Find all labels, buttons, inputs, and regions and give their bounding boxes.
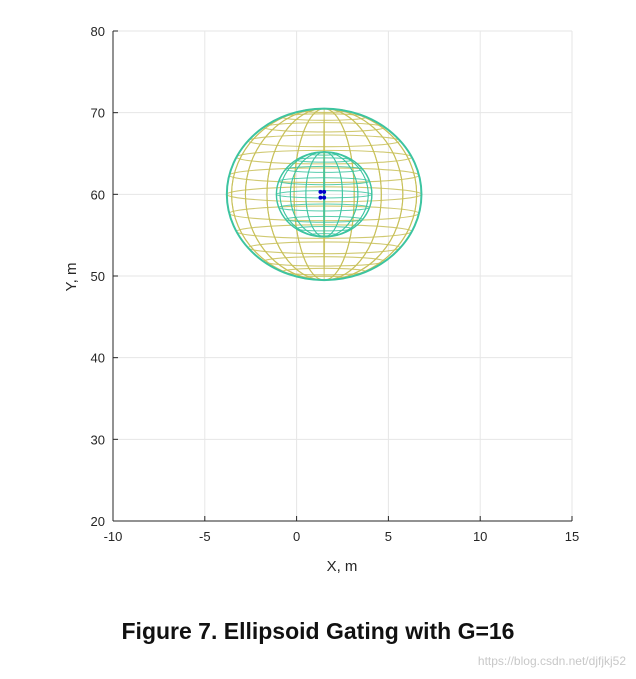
gate-outline [275, 151, 373, 238]
measurement-points [318, 189, 327, 200]
y-tick-label: 40 [91, 351, 105, 366]
x-tick-label: 0 [293, 529, 300, 544]
measurement-point [318, 195, 323, 200]
axes [112, 30, 573, 522]
x-tick-label: 15 [565, 529, 579, 544]
x-tick-label: -10 [104, 529, 123, 544]
watermark: https://blog.csdn.net/djfjkj52 [477, 654, 626, 668]
measurement-point [322, 195, 327, 200]
y-tick-label: 20 [91, 514, 105, 529]
measurement-point [318, 189, 323, 194]
y-axis-label: Y, m [63, 263, 80, 292]
tick-labels: -10 -5 0 5 10 15 20 30 40 50 60 70 80 [91, 24, 580, 544]
y-tick-label: 30 [91, 432, 105, 447]
x-tick-label: 10 [473, 529, 487, 544]
y-tick-label: 70 [91, 106, 105, 121]
x-tick-label: -5 [199, 529, 211, 544]
y-tick-label: 60 [91, 187, 105, 202]
figure-caption: Figure 7. Ellipsoid Gating with G=16 [121, 618, 515, 644]
measurement-point [322, 189, 327, 194]
gate-meridian [323, 151, 326, 238]
gate-ellipsoid-1 [275, 151, 373, 238]
x-tick-label: 5 [385, 529, 392, 544]
gate-outline [225, 107, 423, 282]
gating-ellipsoids [225, 107, 423, 282]
x-axis-label: X, m [327, 558, 358, 575]
y-tick-label: 50 [91, 269, 105, 284]
y-tick-label: 80 [91, 24, 105, 39]
